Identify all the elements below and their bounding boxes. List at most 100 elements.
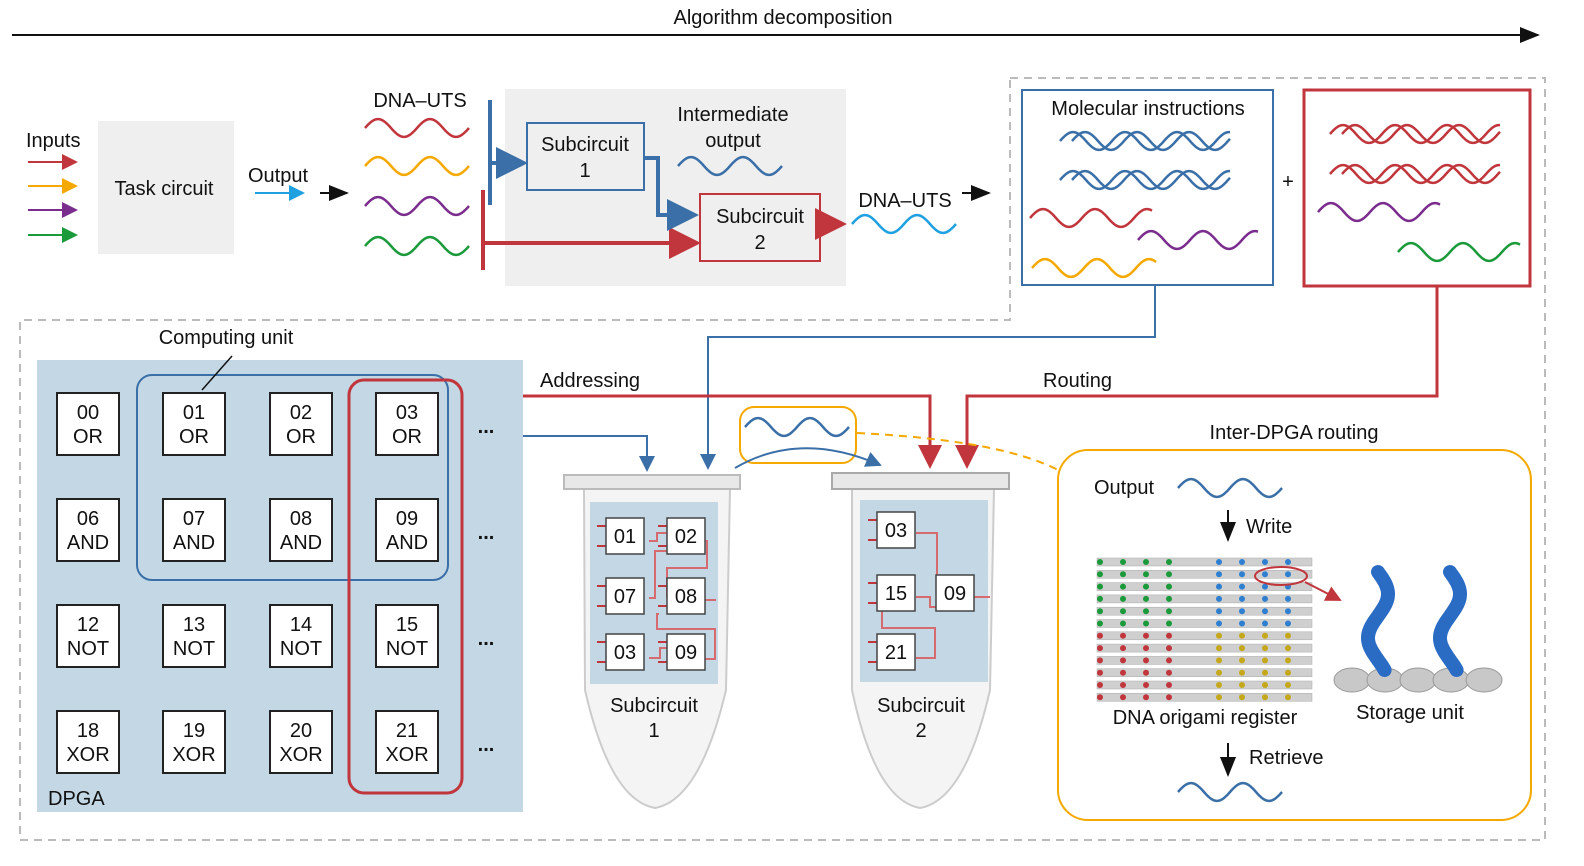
staple-dot (1239, 694, 1245, 701)
staple-dot (1166, 559, 1172, 565)
retrieve-strand (1177, 781, 1283, 803)
staple-dot (1262, 608, 1268, 615)
staple-dot (1143, 571, 1149, 578)
dna-strand-red (364, 117, 470, 139)
staple-dot (1166, 682, 1172, 688)
staple-dot (1166, 583, 1172, 590)
gate-id: 19 (183, 720, 205, 742)
output-label: Output (248, 165, 308, 187)
transfer-strand (744, 416, 850, 438)
staple-dot (1166, 620, 1172, 627)
staple-dot (1239, 632, 1245, 639)
staple-dot (1285, 645, 1291, 652)
staple-dot (1239, 682, 1245, 688)
staple-dot (1239, 608, 1245, 615)
tube-gate-id: 01 (614, 526, 636, 548)
gate-id: 20 (290, 720, 312, 742)
tube-gate-01: 01 (597, 517, 645, 555)
tube-gate-id: 09 (944, 583, 966, 605)
instruction-strand-2 (1059, 169, 1230, 191)
tube2-label: Subcircuit (877, 695, 965, 717)
tube-wire (656, 613, 716, 660)
gate-id: 03 (396, 402, 418, 424)
instruction-strand-1 (1059, 130, 1230, 152)
staple-dot (1097, 571, 1103, 578)
staple-dot (1216, 694, 1222, 701)
gate-type: AND (386, 532, 428, 554)
subcircuit1-number: 1 (579, 160, 590, 182)
intermediate-arrow (644, 156, 699, 231)
tube-gate-03: 03 (868, 511, 916, 549)
staple-dot (1262, 571, 1268, 578)
tube-gate-id: 03 (885, 520, 907, 542)
dna-strand-orange (364, 155, 470, 177)
staple-dot (1097, 608, 1103, 615)
tube-gate-15: 15 (868, 574, 916, 612)
retrieve-label: Retrieve (1249, 747, 1323, 769)
staple-dot (1216, 559, 1222, 565)
staple-dot (1143, 657, 1149, 664)
gate-type: AND (173, 532, 215, 554)
tube-subcircuit2: Subcircuit 2 (831, 472, 1010, 810)
staple-dot (1166, 608, 1172, 615)
gate-type: XOR (385, 744, 428, 766)
gate-type: NOT (280, 638, 322, 660)
staple-dot (1285, 559, 1291, 565)
storage-unit-label: Storage unit (1356, 702, 1464, 724)
staple-dot (1166, 595, 1172, 602)
tube-wire (649, 647, 670, 659)
staple-dot (1120, 645, 1126, 652)
staple-dot (1262, 583, 1268, 590)
gate-type: NOT (67, 638, 109, 660)
intermediate-output-label: Intermediate (677, 104, 788, 126)
staple-dot (1166, 669, 1172, 676)
staple-dot (1166, 632, 1172, 639)
routing-strand-1-complement (1341, 123, 1501, 145)
gate-type: XOR (66, 744, 109, 766)
staple-dot (1166, 571, 1172, 578)
staple-dot (1097, 645, 1103, 652)
staple-dot (1262, 632, 1268, 639)
more-gates-ellipsis: ... (478, 734, 495, 756)
tube-subcircuit1: Subcircuit 1 (563, 474, 741, 810)
storage-unit-image (1333, 565, 1503, 693)
tube-gate-id: 02 (675, 526, 697, 548)
tube-gate-id: 09 (675, 642, 697, 664)
tube-gate-id: 15 (885, 583, 907, 605)
gate-id: 01 (183, 402, 205, 424)
instruction-red-connector (955, 286, 1439, 469)
staple-dot (1097, 682, 1103, 688)
staple-dot (1143, 608, 1149, 615)
gate-type: OR (392, 426, 422, 448)
routing-strand-purple (1317, 201, 1441, 223)
gate-type: XOR (279, 744, 322, 766)
staple-dot (1166, 645, 1172, 652)
tube2-number: 2 (915, 720, 926, 742)
output-strand (851, 213, 957, 235)
staple-dot (1216, 571, 1222, 578)
dna-origami-register (1096, 557, 1313, 702)
instruction-strand-1-complement (1071, 130, 1231, 152)
staple-dot (1285, 657, 1291, 664)
gate-id: 02 (290, 402, 312, 424)
staple-dot (1216, 682, 1222, 688)
inputs-label: Inputs (26, 130, 80, 152)
staple-dot (1097, 657, 1103, 664)
instruction-strand-orange (1031, 257, 1157, 279)
task-circuit-label: Task circuit (115, 178, 214, 200)
subcircuit1-label: Subcircuit (541, 134, 629, 156)
molecular-instructions-label: Molecular instructions (1051, 98, 1244, 120)
staple-dot (1285, 571, 1291, 578)
staple-dot (1120, 595, 1126, 602)
more-gates-ellipsis: ... (478, 416, 495, 438)
more-gates-ellipsis: ... (478, 522, 495, 544)
gate-type: AND (280, 532, 322, 554)
staple-dot (1120, 682, 1126, 688)
routing-strand-green (1397, 241, 1521, 263)
intermediate-strand (677, 155, 783, 177)
transfer-strand-outline (739, 406, 857, 464)
staple-dot (1120, 657, 1126, 664)
